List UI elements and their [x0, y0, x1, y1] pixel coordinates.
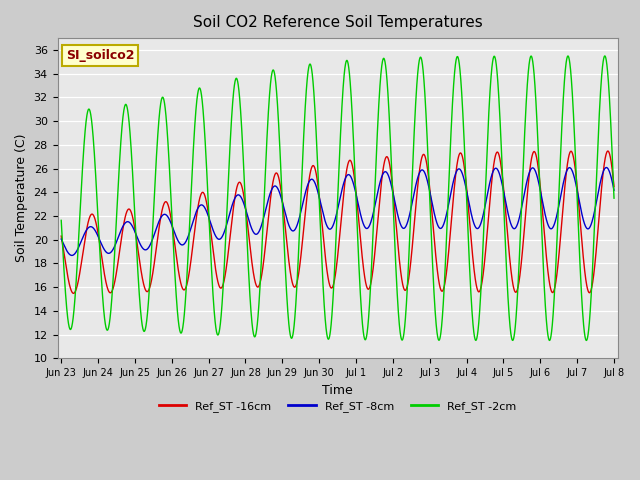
X-axis label: Time: Time	[322, 384, 353, 396]
Legend: Ref_ST -16cm, Ref_ST -8cm, Ref_ST -2cm: Ref_ST -16cm, Ref_ST -8cm, Ref_ST -2cm	[154, 397, 521, 417]
Title: Soil CO2 Reference Soil Temperatures: Soil CO2 Reference Soil Temperatures	[193, 15, 483, 30]
Text: SI_soilco2: SI_soilco2	[66, 49, 134, 62]
Y-axis label: Soil Temperature (C): Soil Temperature (C)	[15, 134, 28, 263]
